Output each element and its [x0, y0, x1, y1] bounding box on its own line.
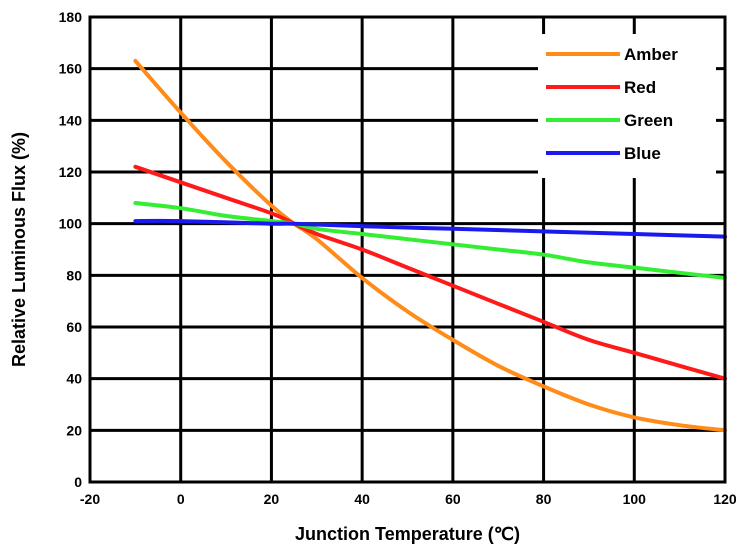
x-axis-title: Junction Temperature (℃) [295, 524, 520, 544]
series-lines [133, 58, 727, 433]
x-tick-label-80: 80 [536, 491, 552, 507]
y-tick-label-40: 40 [66, 371, 82, 387]
y-tick-label-160: 160 [59, 61, 83, 77]
y-axis-title: Relative Luminous Flux (%) [9, 132, 29, 367]
series-line-amber [133, 58, 727, 433]
legend-label-amber: Amber [624, 45, 678, 64]
x-tick-label-120: 120 [713, 491, 737, 507]
x-tick-label-40: 40 [354, 491, 370, 507]
legend-label-green: Green [624, 111, 673, 130]
y-tick-label-180: 180 [59, 9, 83, 25]
x-tick-label-20: 20 [264, 491, 280, 507]
series-line-red [133, 164, 727, 381]
y-tick-label-0: 0 [74, 474, 82, 490]
y-tick-label-20: 20 [66, 422, 82, 438]
legend: Amber Red Green Blue [538, 34, 716, 178]
x-tick-label--20: -20 [80, 491, 100, 507]
y-tick-label-100: 100 [59, 216, 83, 232]
legend-label-blue: Blue [624, 144, 661, 163]
y-tick-label-80: 80 [66, 267, 82, 283]
x-tick-label-100: 100 [623, 491, 647, 507]
series-line-blue [133, 218, 727, 239]
y-tick-label-120: 120 [59, 164, 83, 180]
legend-label-red: Red [624, 78, 656, 97]
y-tick-label-140: 140 [59, 112, 83, 128]
series-line-green [133, 201, 727, 280]
plot-frame [88, 15, 727, 484]
x-tick-label-0: 0 [177, 491, 185, 507]
y-tick-label-60: 60 [66, 319, 82, 335]
x-tick-label-60: 60 [445, 491, 461, 507]
